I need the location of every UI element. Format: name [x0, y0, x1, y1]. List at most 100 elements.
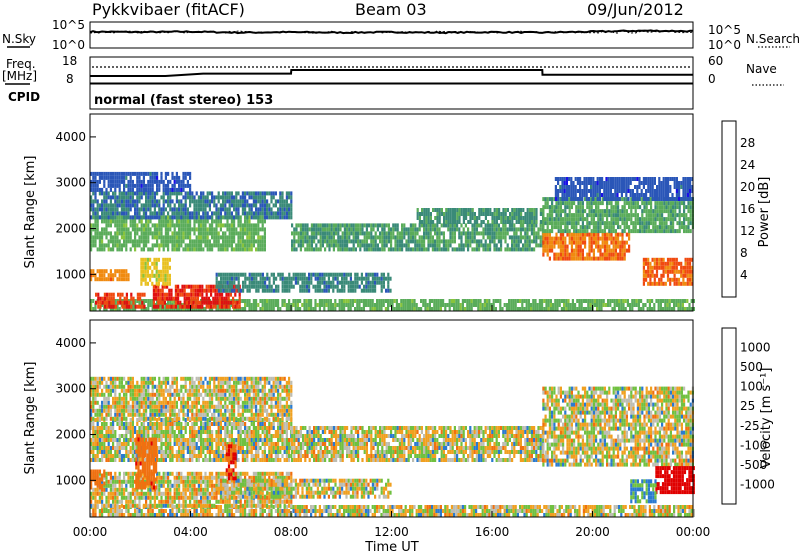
- heatmap-cell: [365, 276, 368, 281]
- heatmap-cell: [651, 185, 654, 189]
- heatmap-cell: [334, 299, 337, 303]
- heatmap-cell: [638, 185, 641, 189]
- heatmap-cell: [372, 227, 375, 232]
- heatmap-cell: [299, 239, 302, 244]
- heatmap-cell: [332, 280, 335, 285]
- heatmap-cell: [645, 261, 648, 266]
- heatmap-cell: [202, 199, 205, 204]
- heatmap-cell: [250, 272, 253, 277]
- heatmap-cell: [213, 195, 216, 200]
- heatmap-cell: [374, 235, 377, 240]
- heatmap-cell: [109, 219, 112, 224]
- heatmap-cell: [92, 183, 95, 188]
- heatmap-cell: [555, 201, 558, 206]
- heatmap-cell: [431, 235, 434, 240]
- heatmap-cell: [471, 223, 474, 228]
- heatmap-cell: [175, 175, 178, 180]
- heatmap-cell: [153, 171, 156, 176]
- heatmap-cell: [357, 227, 360, 232]
- heatmap-cell: [230, 239, 233, 244]
- heatmap-cell: [495, 227, 498, 232]
- heatmap-cell: [285, 199, 288, 204]
- heatmap-cell: [647, 181, 650, 185]
- heatmap-cell: [224, 288, 227, 293]
- heatmap-cell: [620, 193, 623, 197]
- heatmap-cell: [302, 243, 305, 248]
- heatmap-cell: [92, 191, 95, 196]
- heatmap-cell: [431, 307, 434, 311]
- heatmap-cell: [595, 232, 598, 237]
- heatmap-cell: [511, 243, 514, 248]
- heatmap-cell: [189, 187, 192, 192]
- heatmap-cell: [390, 227, 393, 232]
- heatmap-cell: [261, 235, 264, 240]
- heatmap-cell: [160, 219, 163, 224]
- heatmap-cell: [288, 276, 291, 281]
- heatmap-cell: [317, 231, 320, 236]
- heatmap-cell: [412, 235, 415, 240]
- heatmap-cell: [387, 276, 390, 281]
- heatmap-cell: [459, 307, 462, 311]
- heatmap-cell: [227, 304, 230, 309]
- heatmap-cell: [189, 171, 192, 176]
- heatmap-cell: [583, 185, 586, 189]
- heatmap-cell: [319, 276, 322, 281]
- heatmap-cell: [462, 212, 465, 216]
- heatmap-cell: [480, 223, 483, 228]
- heatmap-cell: [365, 247, 368, 252]
- heatmap-cell: [542, 236, 545, 241]
- heatmap-cell: [359, 239, 362, 244]
- heatmap-cell: [570, 201, 573, 206]
- heatmap-cell: [370, 227, 373, 232]
- heatmap-cell: [642, 269, 645, 274]
- heatmap-cell: [151, 187, 154, 192]
- heatmap-cell: [590, 201, 593, 206]
- heatmap-cell: [675, 281, 678, 286]
- heatmap-cell: [622, 299, 625, 303]
- heatmap-cell: [248, 299, 251, 303]
- heatmap-cell: [434, 243, 437, 248]
- heatmap-cell: [90, 307, 93, 311]
- heatmap-cell: [380, 280, 383, 285]
- heatmap-cell: [315, 247, 318, 252]
- heatmap-cell: [293, 247, 296, 252]
- heatmap-cell: [160, 231, 163, 236]
- heatmap-cell: [255, 276, 258, 281]
- heatmap-cell: [272, 211, 275, 216]
- heatmap-cell: [232, 296, 235, 301]
- heatmap-cell: [614, 256, 617, 261]
- heatmap-cell: [476, 220, 479, 224]
- heatmap-cell: [584, 244, 587, 249]
- heatmap-cell: [118, 203, 121, 208]
- heatmap-cell: [140, 513, 143, 517]
- heatmap-cell: [136, 223, 139, 228]
- heatmap-cell: [381, 227, 384, 232]
- heatmap-cell: [152, 292, 155, 297]
- heatmap-cell: [450, 299, 453, 303]
- heatmap-cell: [617, 201, 620, 206]
- heatmap-cell: [520, 220, 523, 224]
- heatmap-cell: [168, 277, 171, 282]
- heatmap-cell: [683, 229, 686, 234]
- heatmap-cell: [252, 509, 255, 513]
- heatmap-cell: [156, 513, 159, 517]
- heatmap-cell: [527, 299, 530, 303]
- heatmap-cell: [595, 225, 598, 230]
- heatmap-cell: [229, 300, 232, 305]
- heatmap-cell: [123, 211, 126, 216]
- heatmap-cell: [457, 307, 460, 311]
- heatmap-cell: [279, 195, 282, 200]
- heatmap-cell: [250, 207, 253, 212]
- heatmap-cell: [246, 215, 249, 220]
- heatmap-cell: [581, 217, 584, 222]
- heatmap-cell: [250, 191, 253, 196]
- heatmap-cell: [211, 191, 214, 196]
- heatmap-cell: [555, 221, 558, 226]
- heatmap-cell: [570, 189, 573, 193]
- heatmap-cell: [482, 247, 485, 252]
- heatmap-cell: [557, 240, 560, 245]
- heatmap-cell: [575, 248, 578, 253]
- heatmap-cell: [159, 296, 162, 301]
- heatmap-cell: [618, 303, 621, 307]
- heatmap-cell: [103, 300, 106, 305]
